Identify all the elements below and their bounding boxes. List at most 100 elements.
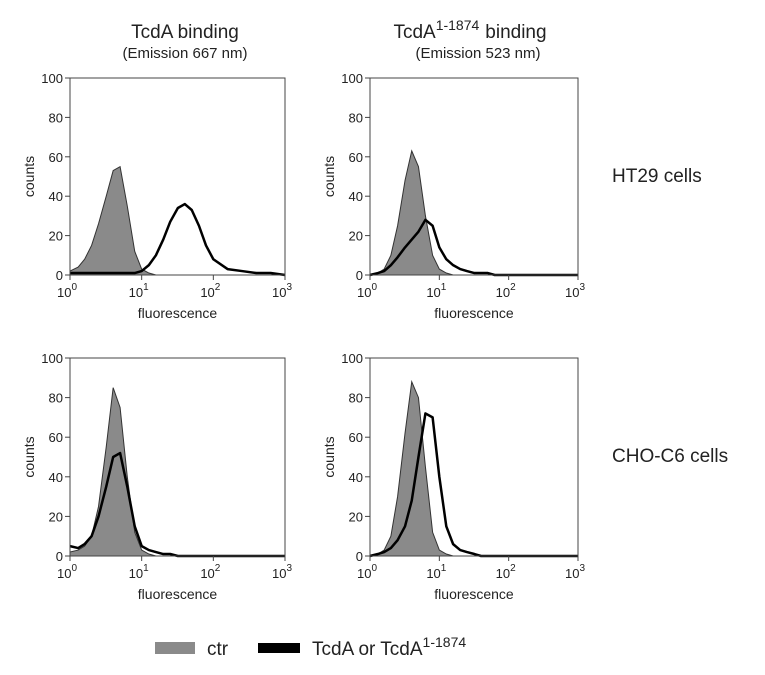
x-tick-label: 102 [496,563,516,581]
y-tick-label: 20 [49,229,63,244]
tick-exponent: 0 [71,563,77,574]
y-tick-label: 0 [56,268,63,283]
tick-exponent: 2 [215,563,221,574]
column-title: TcdA binding [131,22,239,43]
y-tick-label: 20 [349,229,363,244]
y-tick-label: 0 [56,549,63,564]
plot-frame [69,77,286,276]
title-sup: 1-1874 [436,17,480,33]
x-tick-label: 101 [129,282,149,300]
tick-base: 10 [200,285,214,300]
tick-base: 10 [565,285,579,300]
y-tick-label: 0 [356,549,363,564]
y-tick-label: 20 [349,509,363,524]
tick-base: 10 [200,566,214,581]
y-tick-label: 60 [349,150,363,165]
title-after: binding [485,22,546,43]
tick-exponent: 1 [143,563,149,574]
y-axis-label: counts [321,436,337,477]
column-title: TcdA1-1874 binding [393,17,546,43]
tick-base: 10 [57,285,71,300]
ctr-area [369,149,578,276]
tick-base: 10 [57,566,71,581]
legend-sup: 1-1874 [423,634,467,650]
tick-exponent: 0 [71,282,77,293]
ctr-area [69,165,285,276]
x-tick-label: 103 [272,563,292,581]
x-tick-label: 102 [200,563,220,581]
tick-base: 10 [129,285,143,300]
tick-exponent: 0 [371,282,377,293]
x-tick-label: 102 [200,282,220,300]
y-tick-label: 60 [349,430,363,445]
x-axis-label: fluorescence [434,586,514,602]
x-axis-label: fluorescence [138,586,218,602]
legend-swatch [258,643,300,653]
legend-label: TcdA or TcdA1-1874 [312,634,466,660]
row-label: CHO-C6 cells [612,446,728,467]
tick-base: 10 [272,566,286,581]
y-tick-label: 20 [49,509,63,524]
y-tick-label: 40 [349,470,363,485]
x-axis-label: fluorescence [138,305,218,321]
plot-frame [69,357,286,557]
y-tick-label: 100 [41,351,63,366]
plot-frame [369,77,579,276]
tick-exponent: 2 [510,282,516,293]
x-tick-label: 100 [57,282,77,300]
tick-base: 10 [357,566,371,581]
x-tick-label: 103 [565,563,585,581]
x-tick-label: 101 [426,282,446,300]
x-tick-label: 100 [357,563,377,581]
tick-base: 10 [272,285,286,300]
tick-base: 10 [496,566,510,581]
tick-exponent: 1 [441,563,447,574]
y-tick-label: 40 [49,470,63,485]
tick-base: 10 [426,566,440,581]
y-tick-label: 80 [349,110,363,125]
tick-exponent: 3 [286,282,292,293]
column-subtitle: (Emission 667 nm) [122,45,247,62]
x-tick-label: 100 [57,563,77,581]
x-tick-label: 103 [272,282,292,300]
y-axis-label: counts [321,156,337,197]
y-tick-label: 80 [49,391,63,406]
y-tick-label: 60 [49,150,63,165]
legend-swatch [155,642,195,654]
x-tick-label: 101 [426,563,446,581]
y-axis-label: counts [21,156,37,197]
y-tick-label: 100 [41,71,63,86]
x-tick-label: 101 [129,563,149,581]
column-subtitle: (Emission 523 nm) [415,45,540,62]
y-tick-label: 60 [49,430,63,445]
x-axis-label: fluorescence [434,305,514,321]
x-tick-label: 102 [496,282,516,300]
legend-text: TcdA or TcdA [312,639,423,660]
y-tick-label: 100 [341,351,363,366]
tick-exponent: 1 [143,282,149,293]
y-axis-label: counts [21,436,37,477]
tick-base: 10 [565,566,579,581]
tick-exponent: 2 [215,282,221,293]
y-tick-label: 0 [356,268,363,283]
tick-exponent: 2 [510,563,516,574]
y-tick-label: 40 [49,189,63,204]
plot-frame [369,357,579,557]
treated-line [70,202,286,277]
y-tick-label: 80 [49,110,63,125]
ctr-area [69,387,285,557]
title-text: TcdA [393,22,436,43]
x-tick-label: 100 [357,282,377,300]
tick-exponent: 3 [579,563,585,574]
row-label: HT29 cells [612,166,702,187]
y-tick-label: 100 [341,71,363,86]
ctr-area [369,379,578,557]
tick-exponent: 0 [371,563,377,574]
tick-base: 10 [426,285,440,300]
tick-exponent: 3 [579,282,585,293]
tick-base: 10 [357,285,371,300]
y-tick-label: 40 [349,189,363,204]
tick-base: 10 [496,285,510,300]
y-tick-label: 80 [349,391,363,406]
